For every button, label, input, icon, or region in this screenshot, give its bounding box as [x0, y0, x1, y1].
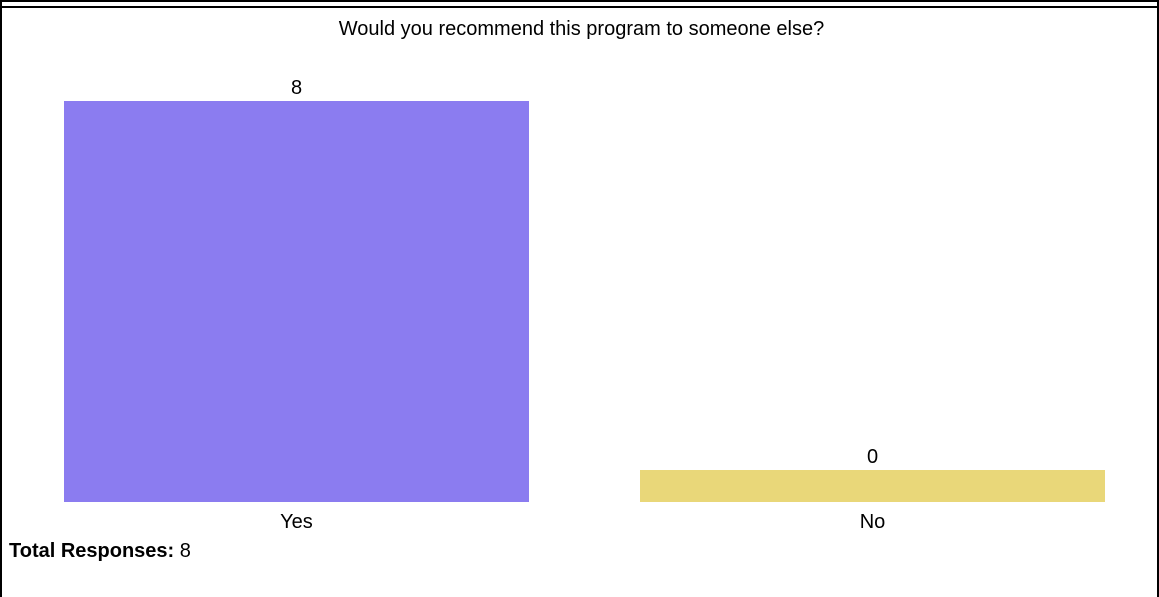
bar-value-label-yes: 8	[290, 77, 303, 99]
category-label-no: No	[859, 511, 886, 533]
bar-no	[640, 470, 1105, 502]
total-responses-label: Total Responses:	[9, 540, 175, 562]
top-border-line-inner	[2, 6, 1159, 8]
bar-value-label-no: 0	[866, 446, 879, 468]
category-label-yes: Yes	[280, 511, 313, 533]
chart-title: Would you recommend this program to some…	[338, 18, 825, 40]
top-border-line	[2, 0, 1159, 2]
bar-yes	[64, 101, 529, 502]
total-responses-value: 8	[179, 540, 191, 562]
total-responses: Total Responses: 8	[9, 539, 191, 563]
